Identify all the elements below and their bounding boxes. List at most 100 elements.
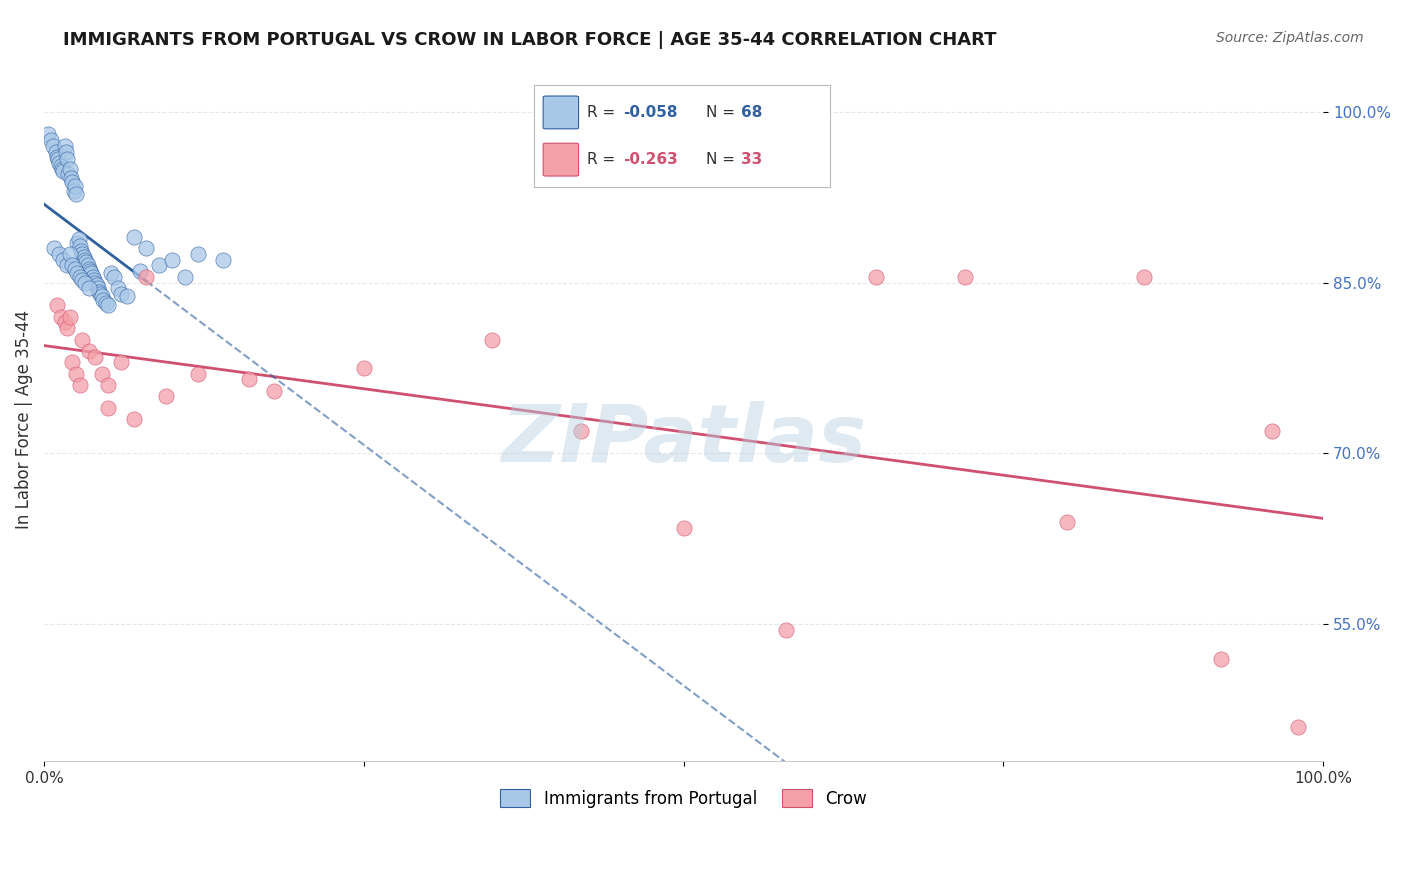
Point xyxy=(173,269,195,284)
Point xyxy=(80,267,103,281)
Y-axis label: In Labor Force | Age 35-44: In Labor Force | Age 35-44 xyxy=(15,310,32,529)
Point xyxy=(953,269,976,284)
Point xyxy=(129,264,152,278)
Point xyxy=(160,252,183,267)
Point xyxy=(76,259,98,273)
Point xyxy=(90,367,112,381)
Point xyxy=(212,252,235,267)
Point xyxy=(60,175,83,189)
Text: IMMIGRANTS FROM PORTUGAL VS CROW IN LABOR FORCE | AGE 35-44 CORRELATION CHART: IMMIGRANTS FROM PORTUGAL VS CROW IN LABO… xyxy=(63,31,997,49)
Point xyxy=(122,230,145,244)
Point xyxy=(72,273,94,287)
Point xyxy=(66,235,89,250)
Point xyxy=(86,277,108,292)
Text: 33: 33 xyxy=(741,153,762,167)
Point xyxy=(67,232,90,246)
Text: ZIPatlas: ZIPatlas xyxy=(501,401,866,479)
Text: R =: R = xyxy=(588,153,616,167)
Point xyxy=(55,145,77,159)
Point xyxy=(75,255,97,269)
Point xyxy=(65,186,87,201)
Point xyxy=(79,264,101,278)
Point xyxy=(59,161,82,176)
Point xyxy=(66,267,89,281)
Point xyxy=(1056,515,1078,529)
Point xyxy=(90,289,112,303)
Point xyxy=(77,343,100,358)
Point xyxy=(91,293,114,307)
Point xyxy=(775,623,797,637)
Point xyxy=(187,367,209,381)
Point xyxy=(60,259,83,273)
Text: Source: ZipAtlas.com: Source: ZipAtlas.com xyxy=(1216,31,1364,45)
Text: N =: N = xyxy=(706,105,734,120)
Legend: Immigrants from Portugal, Crow: Immigrants from Portugal, Crow xyxy=(494,783,873,814)
Point xyxy=(52,252,75,267)
Point xyxy=(45,145,67,159)
Point xyxy=(42,138,65,153)
Point xyxy=(135,269,157,284)
Point xyxy=(107,281,129,295)
Point xyxy=(865,269,887,284)
Point xyxy=(481,333,503,347)
Point xyxy=(72,333,94,347)
Point xyxy=(569,424,592,438)
Point xyxy=(84,350,107,364)
Point xyxy=(1261,424,1284,438)
Point xyxy=(83,273,105,287)
Text: 68: 68 xyxy=(741,105,762,120)
Point xyxy=(1133,269,1156,284)
Point xyxy=(73,276,96,290)
Point xyxy=(110,355,132,369)
Point xyxy=(672,520,695,534)
Point xyxy=(53,315,76,329)
Text: -0.058: -0.058 xyxy=(623,105,678,120)
Point xyxy=(70,244,93,258)
Point xyxy=(56,259,79,273)
Point xyxy=(82,269,104,284)
Text: R =: R = xyxy=(588,105,616,120)
Point xyxy=(52,164,75,178)
Point xyxy=(48,247,70,261)
Point xyxy=(87,281,110,295)
Point xyxy=(37,128,59,142)
Point xyxy=(100,267,122,281)
Text: -0.263: -0.263 xyxy=(623,153,678,167)
Point xyxy=(97,378,120,392)
Point xyxy=(97,298,120,312)
Point xyxy=(49,310,72,324)
Point xyxy=(97,401,120,415)
Point xyxy=(69,378,91,392)
Point xyxy=(110,287,132,301)
FancyBboxPatch shape xyxy=(543,96,579,128)
Point xyxy=(45,298,67,312)
Point xyxy=(69,239,91,253)
Point xyxy=(59,310,82,324)
Point xyxy=(89,287,111,301)
Point xyxy=(73,252,96,267)
Point xyxy=(60,355,83,369)
Point xyxy=(72,247,94,261)
Point xyxy=(187,247,209,261)
Point xyxy=(44,241,66,255)
Point xyxy=(1286,720,1309,734)
Point xyxy=(77,281,100,295)
Point xyxy=(45,150,67,164)
Point xyxy=(148,259,170,273)
Point xyxy=(353,361,375,376)
Point xyxy=(63,261,86,276)
Point xyxy=(59,170,82,185)
Point xyxy=(87,285,110,299)
Point xyxy=(69,269,91,284)
Point xyxy=(238,372,260,386)
FancyBboxPatch shape xyxy=(543,144,579,176)
Point xyxy=(73,251,96,265)
Point xyxy=(53,138,76,153)
Point xyxy=(58,167,80,181)
Point xyxy=(263,384,285,398)
Point xyxy=(59,247,82,261)
Point xyxy=(84,276,107,290)
Point xyxy=(51,161,73,176)
Point xyxy=(65,367,87,381)
Point xyxy=(155,389,177,403)
